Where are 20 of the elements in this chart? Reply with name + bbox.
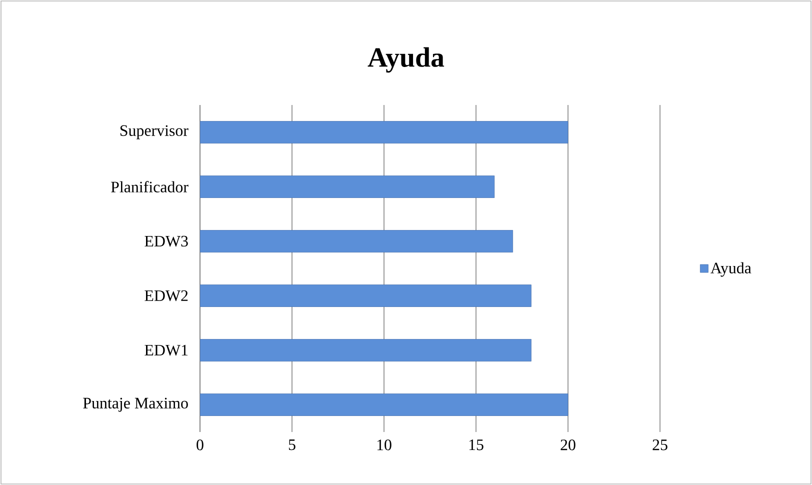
x-tick-label: 25 [652, 440, 668, 450]
bar [200, 394, 568, 416]
bar [200, 230, 514, 252]
x-tick-label: 0 [196, 440, 204, 450]
bar [200, 284, 532, 307]
y-tick-label: Puntaje Maximo [83, 398, 188, 412]
legend-label: Ayuda [710, 262, 752, 277]
y-tick-label: EDW2 [144, 290, 188, 302]
bar [200, 121, 568, 144]
x-tick-label: 10 [377, 440, 392, 450]
y-tick-label: EDW3 [144, 236, 188, 247]
y-tick-label: Planificador [111, 181, 188, 192]
x-tick-label: 15 [469, 440, 484, 450]
y-tick-label: Supervisor [120, 125, 188, 140]
bar [200, 339, 532, 362]
y-tick-label: EDW1 [144, 344, 188, 356]
x-tick-label: 5 [288, 440, 296, 450]
bar [200, 176, 495, 198]
x-tick-label: 20 [560, 440, 576, 450]
chart-title: Ayuda [368, 47, 444, 73]
